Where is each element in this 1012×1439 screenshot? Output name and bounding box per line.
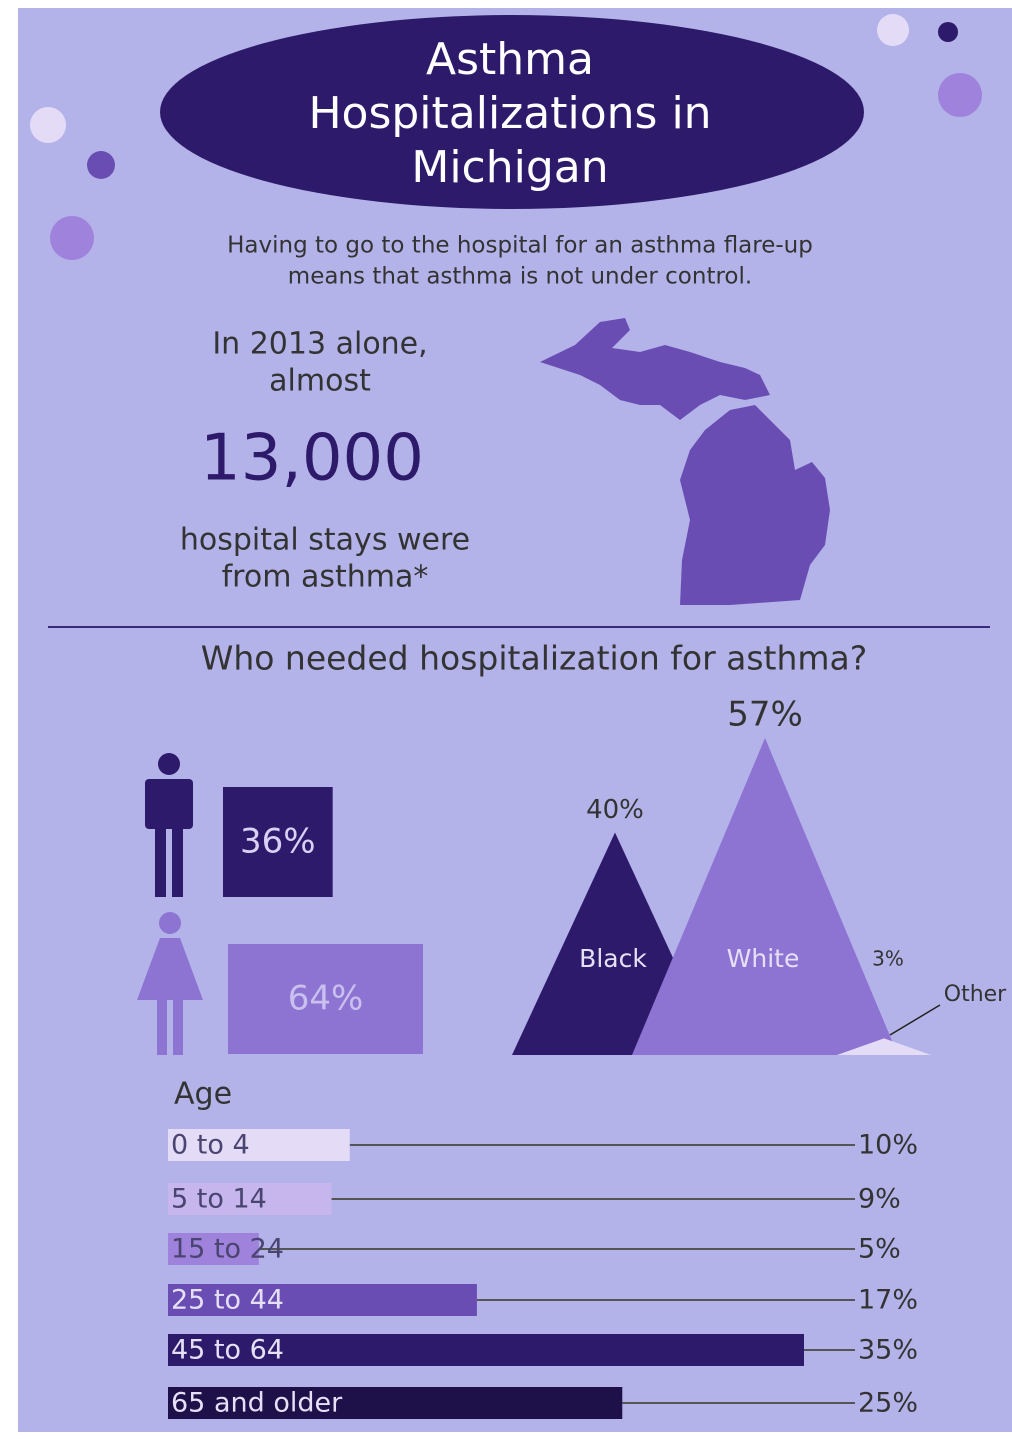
age-bar: [168, 1284, 477, 1316]
stat-outro-line: hospital stays were: [180, 523, 470, 558]
age-category-label: 15 to 24: [171, 1234, 284, 1265]
title-line: Michigan: [411, 142, 608, 193]
title-ellipse: [160, 15, 864, 209]
age-value-label: 10%: [858, 1130, 918, 1161]
subtitle-line: Having to go to the hospital for an asth…: [227, 233, 813, 259]
subtitle-line: means that asthma is not under control.: [288, 264, 752, 290]
gender-value-label: 64%: [288, 979, 364, 1019]
age-category-label: 25 to 44: [171, 1285, 284, 1316]
other-leader-line: [889, 1004, 941, 1036]
gender-value-label: 36%: [240, 822, 316, 862]
title-line: Hospitalizations in: [308, 88, 711, 139]
age-value-label: 35%: [858, 1335, 918, 1366]
gender-bar: [223, 787, 333, 897]
race-value-label: 57%: [727, 695, 803, 735]
age-bar: [168, 1183, 332, 1215]
decor-dot: [87, 151, 115, 179]
age-value-label: 5%: [858, 1234, 901, 1265]
age-title: Age: [174, 1077, 232, 1112]
age-category-label: 45 to 64: [171, 1335, 284, 1366]
decor-dot: [938, 22, 958, 42]
male-icon: [145, 753, 193, 897]
michigan-map: [540, 318, 830, 605]
age-category-label: 5 to 14: [171, 1184, 267, 1215]
age-category-label: 65 and older: [171, 1388, 343, 1419]
age-category-label: 0 to 4: [171, 1130, 250, 1161]
stat-outro-line: from asthma*: [222, 560, 429, 595]
stat-intro-line: In 2013 alone,: [212, 327, 427, 362]
decor-dot: [30, 107, 66, 143]
race-triangle: [632, 738, 898, 1055]
stat-number: 13,000: [200, 422, 424, 496]
female-icon: [137, 912, 203, 1055]
race-category-label: White: [727, 944, 800, 973]
stat-intro-line: almost: [269, 364, 371, 399]
age-bar: [168, 1387, 623, 1419]
race-category-label: Other: [944, 982, 1007, 1007]
age-value-label: 9%: [858, 1184, 901, 1215]
race-triangle: [837, 1038, 931, 1055]
decor-dot: [50, 216, 94, 260]
race-value-label: 3%: [872, 947, 904, 971]
age-bar: [168, 1233, 259, 1265]
age-bar: [168, 1334, 804, 1366]
section-title: Who needed hospitalization for asthma?: [201, 639, 868, 678]
decor-dot: [938, 73, 982, 117]
gender-bar: [228, 944, 423, 1054]
race-value-label: 40%: [586, 795, 644, 825]
age-bar: [168, 1129, 350, 1161]
decor-dot: [877, 14, 909, 46]
race-category-label: Black: [579, 944, 647, 973]
background: [18, 8, 1012, 1432]
age-value-label: 25%: [858, 1388, 918, 1419]
title-line: Asthma: [426, 34, 594, 85]
age-value-label: 17%: [858, 1285, 918, 1316]
